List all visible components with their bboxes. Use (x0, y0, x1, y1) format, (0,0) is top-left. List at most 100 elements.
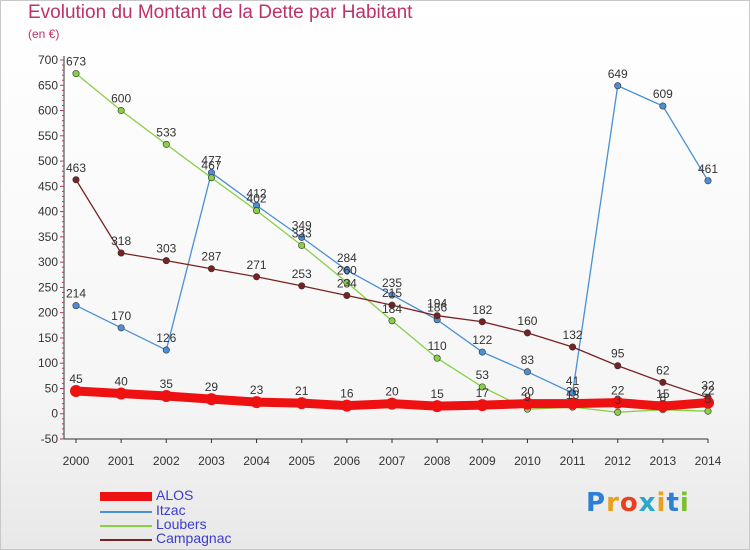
data-point-itzac (523, 368, 531, 376)
data-point-alos (115, 387, 128, 400)
data-label-alos: 29 (205, 380, 219, 394)
data-label-itzac: 41 (566, 374, 580, 388)
y-tick-label: -50 (41, 432, 59, 446)
data-point-campagnac (117, 249, 125, 257)
data-point-campagnac (433, 312, 441, 320)
data-point-loubers (298, 241, 306, 249)
data-label-itzac: 284 (337, 251, 357, 265)
data-label-campagnac: 182 (472, 303, 492, 317)
data-label-alos: 22 (611, 384, 625, 398)
x-tick-label: 2004 (243, 454, 270, 468)
data-point-loubers (162, 140, 170, 148)
data-label-alos: 20 (385, 385, 399, 399)
data-point-alos (476, 399, 489, 412)
data-label-itzac: 349 (292, 218, 312, 232)
data-point-loubers (478, 383, 486, 391)
data-point-campagnac (207, 265, 215, 273)
data-label-alos: 15 (656, 387, 670, 401)
data-label-campagnac: 215 (382, 286, 402, 300)
data-label-loubers: 402 (247, 192, 267, 206)
data-point-itzac (72, 302, 80, 310)
y-tick-label: 100 (38, 356, 58, 370)
data-label-loubers: 600 (111, 92, 131, 106)
legend-swatch-itzac (100, 511, 152, 513)
data-point-alos (250, 396, 263, 409)
data-label-alos: 35 (160, 377, 174, 391)
data-point-alos (656, 400, 669, 413)
data-point-campagnac (72, 176, 80, 184)
data-point-alos (295, 397, 308, 410)
data-label-alos: 40 (114, 375, 128, 389)
data-point-alos (702, 396, 714, 409)
data-label-loubers: 8 (660, 391, 667, 405)
data-point-itzac (614, 82, 622, 90)
data-label-loubers: 13 (566, 388, 580, 402)
data-label-itzac: 477 (201, 154, 221, 168)
y-tick-label: 550 (38, 129, 58, 143)
x-tick-label: 2000 (63, 454, 90, 468)
legend-label-alos: ALOS (156, 487, 194, 503)
data-point-campagnac (659, 378, 667, 386)
y-tick-label: 0 (51, 407, 58, 421)
y-tick-label: 500 (38, 154, 58, 168)
data-label-campagnac: 318 (111, 234, 131, 248)
logo-letter: i (656, 488, 667, 518)
data-point-itzac (298, 233, 306, 241)
data-label-itzac: 235 (382, 276, 402, 290)
x-tick-label: 2005 (288, 454, 315, 468)
data-point-alos (566, 397, 579, 410)
data-label-loubers: 3 (614, 393, 621, 407)
data-label-itzac: 461 (698, 162, 718, 176)
data-label-loubers: 53 (476, 368, 490, 382)
data-label-campagnac: 62 (656, 363, 670, 377)
data-point-itzac (162, 346, 170, 354)
x-tick-label: 2003 (198, 454, 225, 468)
data-point-loubers (253, 207, 261, 215)
logo-letter: P (586, 488, 607, 518)
data-point-loubers (207, 174, 215, 182)
data-point-campagnac (523, 329, 531, 337)
data-label-campagnac: 253 (292, 267, 312, 281)
data-label-campagnac: 234 (337, 276, 357, 290)
legend-label-itzac: Itzac (156, 502, 186, 518)
x-tick-label: 2011 (560, 454, 586, 468)
logo-letter: i (679, 488, 690, 518)
data-label-loubers: 110 (428, 339, 447, 353)
data-point-itzac (117, 324, 125, 332)
chart-subtitle: (en €) (28, 27, 60, 41)
data-label-campagnac: 194 (427, 297, 447, 311)
data-label-campagnac: 271 (247, 258, 267, 272)
y-tick-label: 600 (38, 104, 58, 118)
x-tick-label: 2002 (153, 454, 180, 468)
data-label-loubers: 260 (337, 263, 357, 277)
y-tick-label: 400 (38, 205, 58, 219)
data-point-campagnac (343, 291, 351, 299)
legend-swatch-alos (100, 492, 152, 501)
data-label-alos: 22 (701, 384, 715, 398)
data-label-loubers: 467 (201, 159, 221, 173)
proxiti-logo: Proxiti (586, 488, 690, 518)
legend-swatch-loubers (100, 525, 152, 527)
chart-title: Evolution du Montant de la Dette par Hab… (28, 2, 413, 23)
x-tick-label: 2009 (469, 454, 496, 468)
data-label-loubers: 533 (156, 125, 176, 139)
data-label-itzac: 649 (608, 67, 628, 81)
data-label-campagnac: 303 (156, 242, 176, 256)
y-tick-label: 350 (38, 230, 58, 244)
data-label-loubers: 333 (292, 226, 312, 240)
y-tick-label: 450 (38, 179, 58, 193)
x-tick-label: 2008 (424, 454, 451, 468)
data-label-alos: 45 (69, 372, 83, 386)
x-tick-label: 2007 (379, 454, 406, 468)
data-point-campagnac (253, 273, 261, 281)
data-label-alos: 15 (430, 387, 444, 401)
data-label-alos: 17 (476, 386, 490, 400)
data-label-itzac: 170 (111, 309, 131, 323)
x-tick-label: 2013 (650, 454, 677, 468)
data-point-itzac (659, 102, 667, 110)
data-label-loubers: 184 (382, 302, 402, 316)
data-label-itzac: 83 (521, 353, 535, 367)
data-label-loubers: 9 (524, 390, 531, 404)
